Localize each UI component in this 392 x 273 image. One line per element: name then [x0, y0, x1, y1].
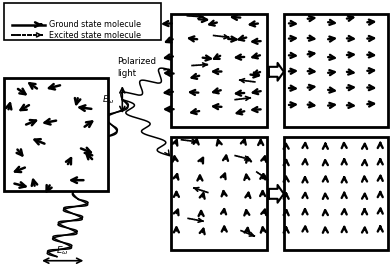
- Bar: [171, 14, 267, 127]
- Text: $E_\omega$: $E_\omega$: [102, 93, 115, 106]
- Bar: [4, 3, 161, 40]
- Text: Polarized
light: Polarized light: [118, 57, 156, 78]
- Text: Excited state molecule: Excited state molecule: [49, 31, 141, 40]
- Text: Ground state molecule: Ground state molecule: [49, 20, 141, 29]
- Polygon shape: [269, 185, 284, 203]
- Polygon shape: [269, 63, 284, 81]
- Bar: [171, 136, 267, 250]
- Text: $E_\omega$: $E_\omega$: [56, 244, 69, 257]
- Bar: [284, 136, 388, 250]
- Bar: [284, 14, 388, 127]
- Bar: [4, 78, 108, 191]
